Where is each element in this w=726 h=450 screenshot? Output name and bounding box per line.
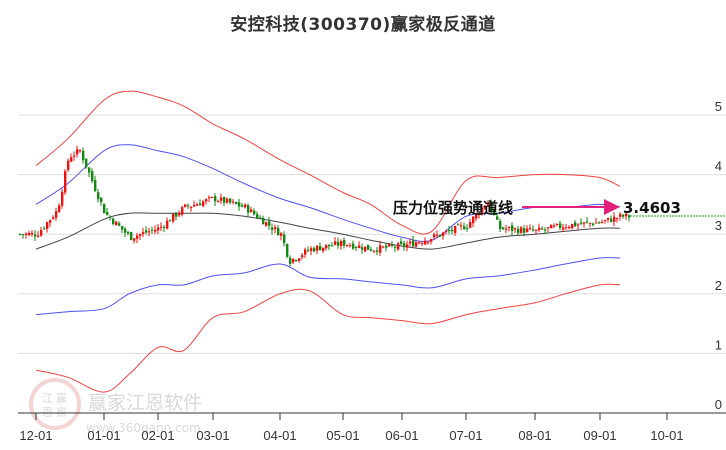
y-tick-label: 0	[715, 397, 722, 412]
band-outer-upper	[35, 90, 621, 235]
band-inner-lower	[35, 257, 621, 316]
y-tick-label: 1	[715, 337, 722, 352]
y-tick-label: 3	[715, 218, 722, 233]
band-inner-upper	[35, 144, 621, 242]
y-axis: 0 1 2 3 4 5	[715, 99, 722, 412]
watermark-logo-char: 家	[56, 405, 67, 419]
x-tick-label: 08-01	[518, 428, 551, 443]
x-tick-label: 01-01	[87, 428, 120, 443]
x-tick-label: 05-01	[326, 428, 359, 443]
x-tick-label: 02-01	[141, 428, 174, 443]
band-middle	[35, 212, 621, 250]
annotation: 压力位强势通道线 3.4603	[393, 199, 726, 217]
watermark-url: www.360gann.com	[86, 421, 201, 435]
watermark-logo-char: 赢	[56, 391, 67, 405]
watermark-brand: 赢家江恩软件	[88, 392, 202, 414]
channel-bands	[35, 90, 621, 393]
band-outer-lower	[35, 283, 621, 393]
x-tick-label: 06-01	[385, 428, 418, 443]
x-tick-label: 09-01	[583, 428, 616, 443]
annotation-value: 3.4603	[623, 199, 681, 217]
watermark: 江 赢 恩 家 赢家江恩软件 www.360gann.com	[29, 378, 202, 435]
x-axis: 12-01 01-01 02-01 03-01 04-01 05-01 06-01 07-01…	[19, 413, 684, 443]
candlesticks	[19, 145, 631, 267]
y-tick-label: 5	[715, 99, 722, 114]
gridlines	[18, 114, 726, 354]
chart-title: 安控科技(300370)赢家极反通道	[230, 15, 496, 35]
x-tick-label: 12-01	[19, 428, 52, 443]
x-tick-label: 07-01	[449, 428, 482, 443]
annotation-label: 压力位强势通道线	[393, 199, 513, 217]
x-tick-label: 04-01	[263, 428, 296, 443]
x-tick-label: 03-01	[196, 428, 229, 443]
x-tick-label: 10-01	[650, 428, 683, 443]
watermark-logo-char: 江	[42, 392, 53, 405]
y-tick-label: 4	[715, 159, 722, 174]
y-tick-label: 2	[715, 278, 722, 293]
